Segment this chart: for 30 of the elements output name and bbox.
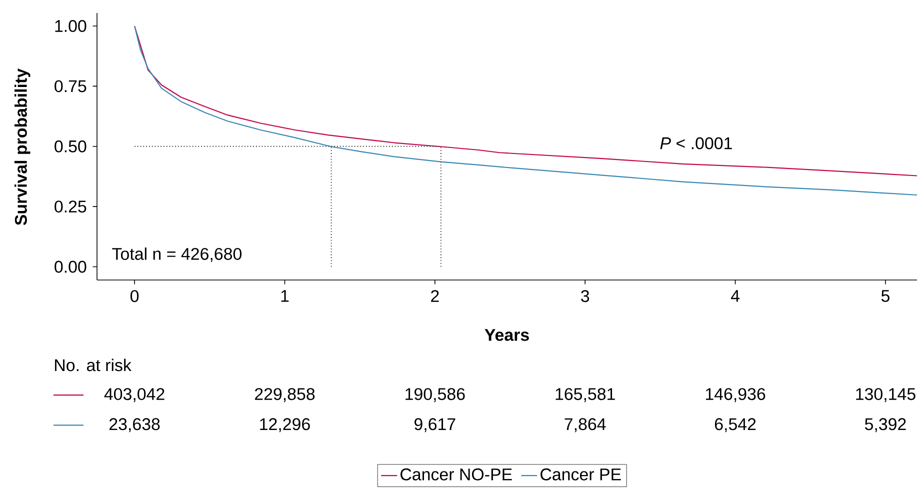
text: 229,858 xyxy=(254,388,315,402)
text: 9,617 xyxy=(414,418,456,432)
y-axis-title: Survival probability xyxy=(14,68,30,226)
text: 5,392 xyxy=(864,418,906,432)
y-tick-label: 0.25 xyxy=(54,200,86,213)
text: 190,586 xyxy=(406,388,465,402)
y-tick-label: 0.00 xyxy=(54,260,86,273)
x-tick-label: 2 xyxy=(431,290,439,302)
y-tick-label: 1.00 xyxy=(55,20,86,32)
text: 403,042 xyxy=(104,388,164,402)
legend-label: Cancer PE xyxy=(540,468,621,480)
x-tick-label: 0 xyxy=(130,290,139,302)
x-tick-label: 3 xyxy=(581,290,590,302)
annotation: Total n = 426,680 xyxy=(112,248,242,262)
text: 23,638 xyxy=(110,418,160,432)
text: No. at risk xyxy=(55,358,132,372)
annotation: P < .0001 xyxy=(660,137,732,150)
y-tick-label: 0.50 xyxy=(54,140,86,152)
x-tick-label: 5 xyxy=(881,290,890,302)
text: 6,542 xyxy=(714,418,756,432)
text: 7,864 xyxy=(564,418,606,432)
text: 165,581 xyxy=(556,388,615,402)
text: 130,145 xyxy=(856,388,916,402)
x-tick-label: 1 xyxy=(281,290,289,302)
legend-label: Cancer NO-PE xyxy=(400,468,512,480)
text: 12,296 xyxy=(260,418,310,432)
text: 146,936 xyxy=(706,388,766,402)
x-axis-title: Years xyxy=(484,329,529,341)
y-tick-label: 0.75 xyxy=(54,80,86,92)
x-tick-label: 4 xyxy=(730,290,740,302)
